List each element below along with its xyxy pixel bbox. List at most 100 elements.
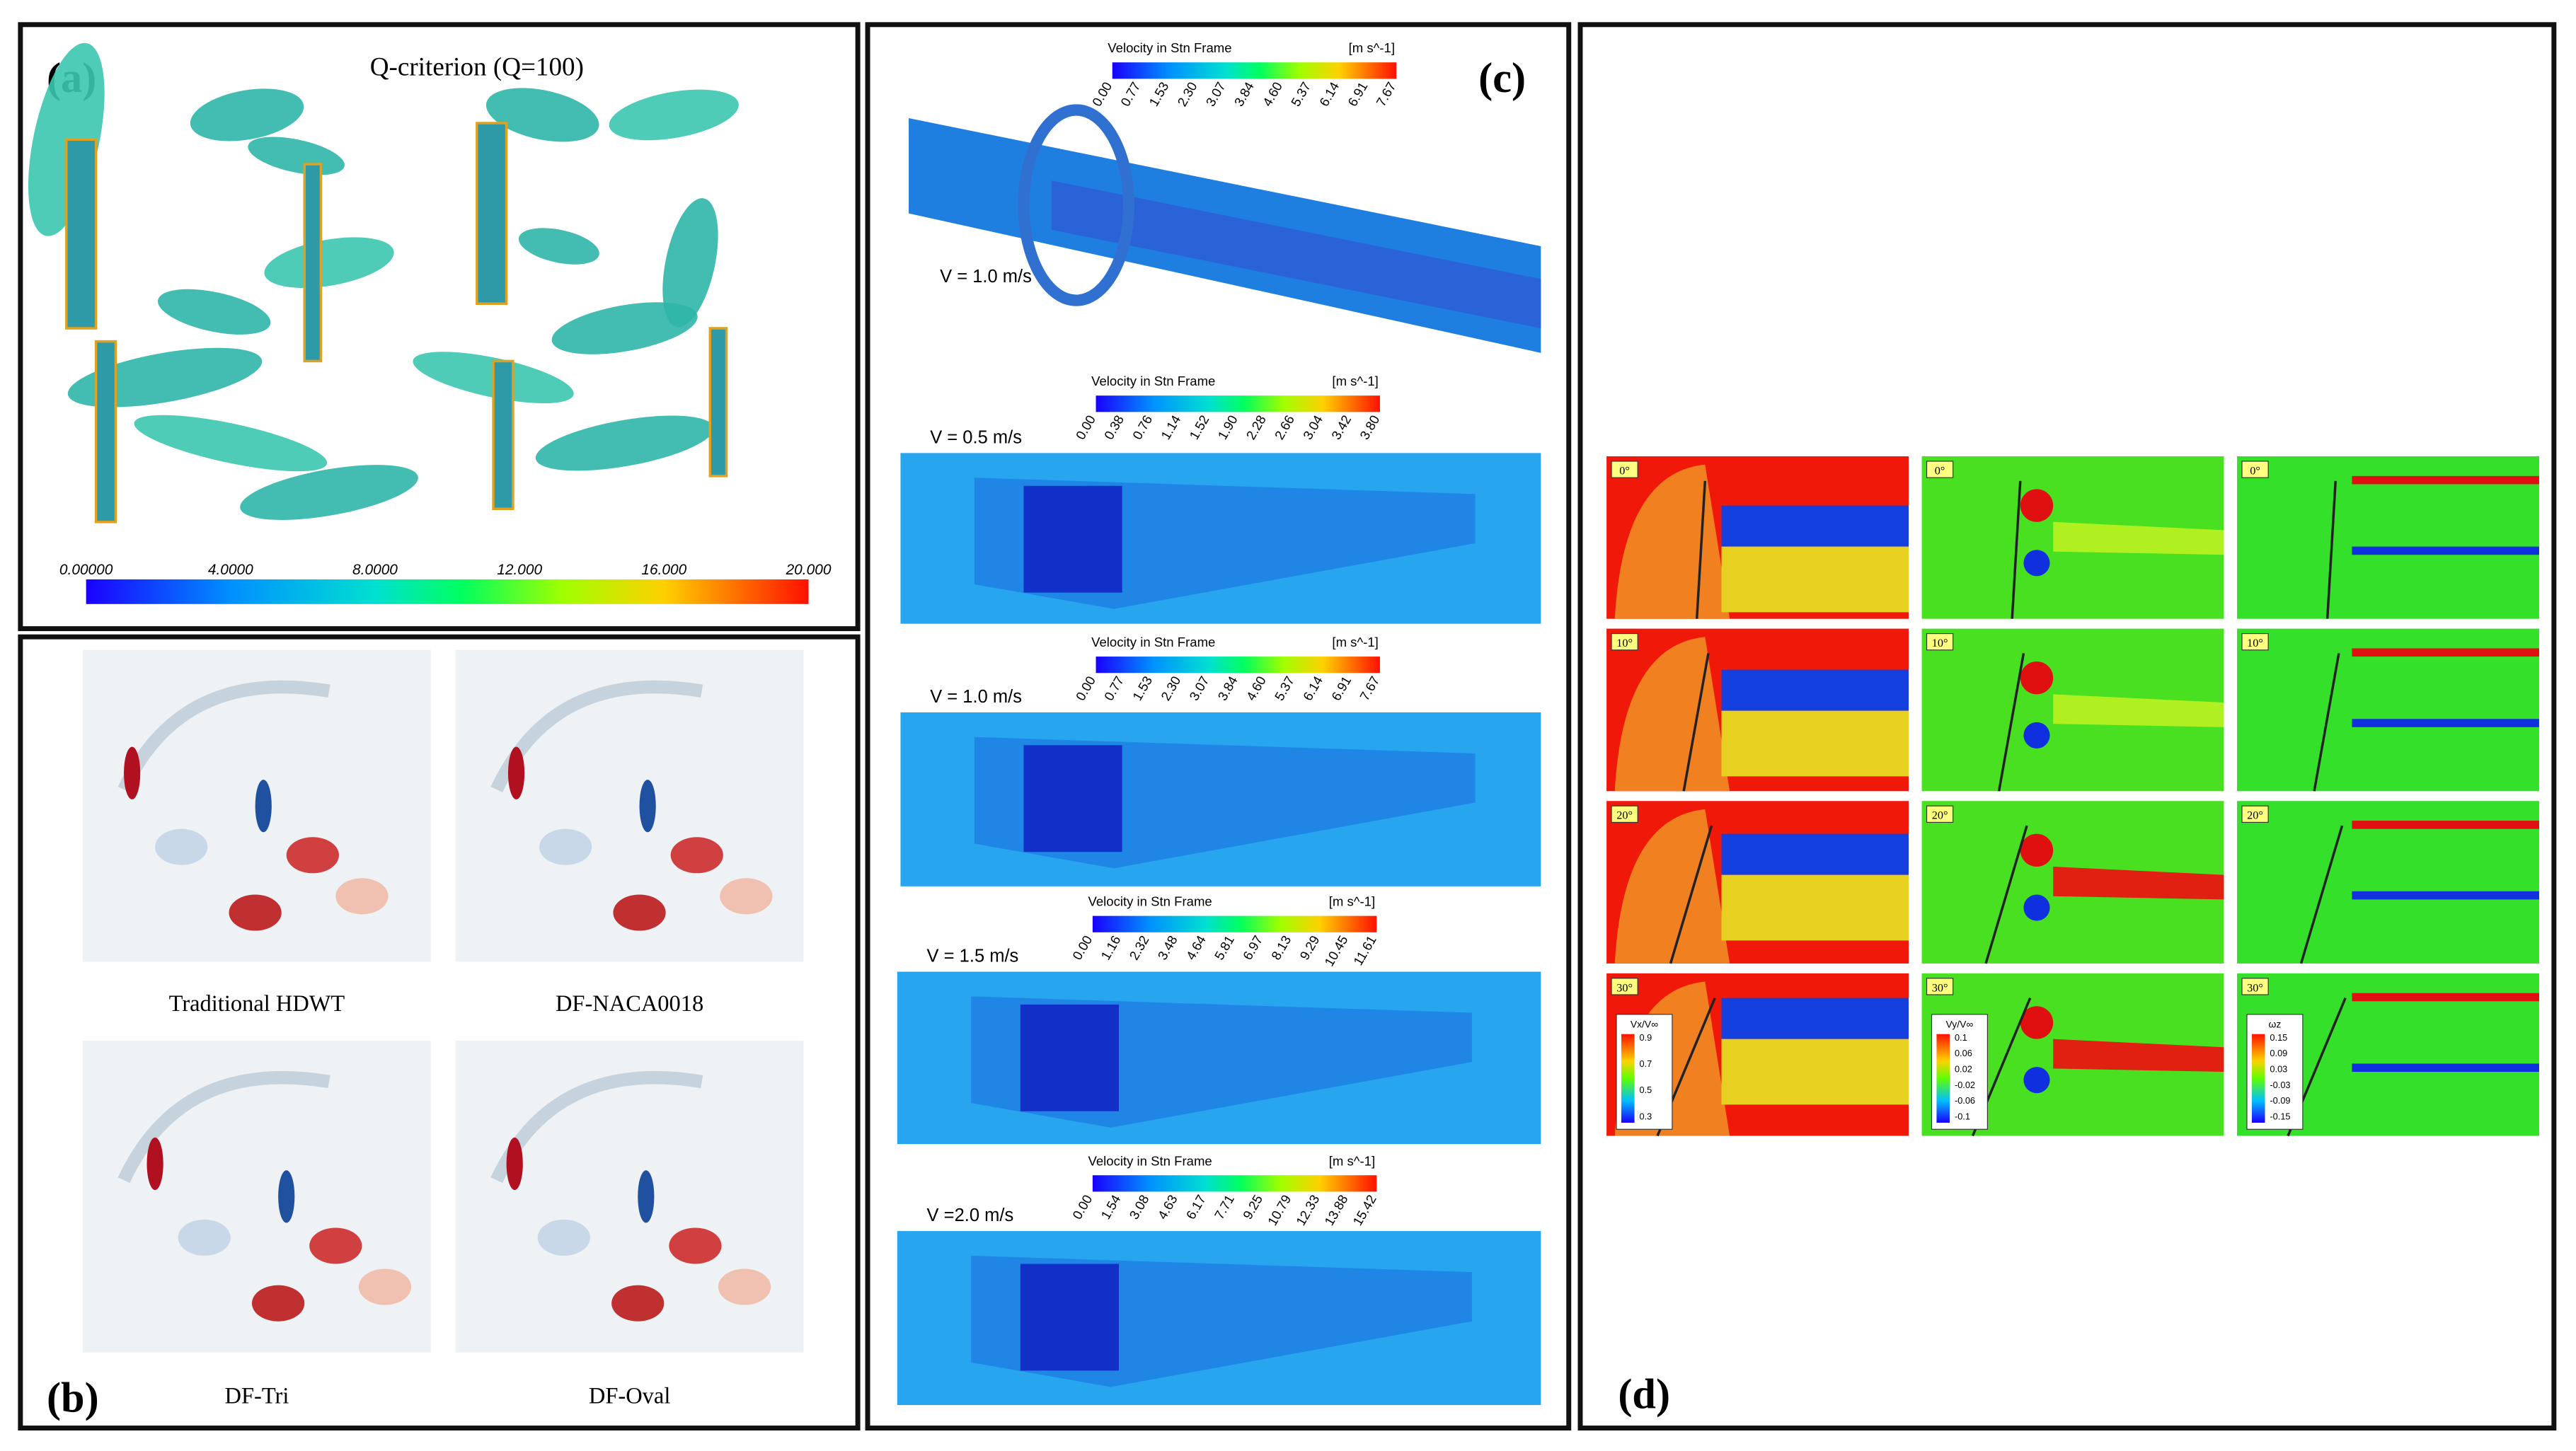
vortex-spot bbox=[2020, 833, 2054, 867]
wake-band bbox=[1721, 505, 1909, 547]
shear-layer bbox=[2352, 993, 2539, 1002]
colorbar-tick: 7.67 bbox=[1373, 79, 1398, 109]
colorbar-tick: 3.04 bbox=[1300, 412, 1326, 442]
colorbar-tick: 5.37 bbox=[1272, 674, 1297, 703]
angle-label: 0° bbox=[2250, 465, 2260, 478]
shear-layer bbox=[2352, 821, 2539, 829]
vortex-blob bbox=[309, 1227, 362, 1264]
colorbar-tick: 6.14 bbox=[1300, 674, 1326, 703]
blade bbox=[2313, 653, 2340, 792]
vortex-spot bbox=[2023, 894, 2050, 921]
colorbar-tick: 0.77 bbox=[1117, 79, 1143, 109]
vortex-blob bbox=[178, 1219, 231, 1256]
vortex-blob bbox=[506, 1137, 523, 1191]
colorbar-tick: 8.0000 bbox=[352, 562, 398, 578]
colorbar-tick: 0.3 bbox=[1640, 1111, 1652, 1121]
colorbar-tick: 7.67 bbox=[1357, 674, 1382, 703]
legend-unit: [m s^-1] bbox=[1332, 374, 1378, 388]
wake-band bbox=[2053, 521, 2224, 555]
vortex-blob bbox=[358, 1268, 412, 1305]
wake-band bbox=[1721, 669, 1909, 711]
colorbar-tick: 12.000 bbox=[497, 562, 542, 578]
colorbar-tick: 0.77 bbox=[1101, 674, 1127, 703]
contour-band bbox=[1614, 464, 1730, 619]
colorbar-tick: 15.42 bbox=[1350, 1192, 1379, 1228]
speed-label: V =2.0 m/s bbox=[927, 1206, 1014, 1225]
legend-title: ωz bbox=[2268, 1018, 2281, 1029]
blade bbox=[2299, 825, 2344, 964]
blade bbox=[1997, 653, 2025, 792]
contour-band bbox=[1614, 637, 1730, 792]
colorbar-tick: 5.37 bbox=[1288, 79, 1313, 109]
colorbar-tick: -0.06 bbox=[1955, 1095, 1975, 1106]
speed-label: V = 1.5 m/s bbox=[927, 947, 1019, 966]
colorbar-tick: 5.81 bbox=[1212, 933, 1237, 963]
colorbar bbox=[1096, 657, 1380, 674]
blade bbox=[1682, 653, 1710, 792]
wake-core bbox=[1023, 485, 1122, 593]
shear-layer bbox=[2352, 719, 2539, 727]
vortex bbox=[157, 289, 271, 335]
colorbar-tick: 0.02 bbox=[1955, 1064, 1972, 1075]
legend-title: Vy/V∞ bbox=[1946, 1018, 1974, 1029]
colorbar-tick: 0.03 bbox=[2270, 1064, 2287, 1075]
vortex bbox=[535, 415, 714, 471]
blade-wake bbox=[117, 1070, 330, 1184]
colorbar-tick: 3.80 bbox=[1357, 412, 1382, 442]
vortex-blob bbox=[251, 1285, 305, 1322]
panel-d-frame bbox=[1577, 22, 2557, 1430]
vortex-spot bbox=[2023, 550, 2050, 577]
colorbar-tick: 1.14 bbox=[1158, 412, 1183, 442]
colorbar-tick: 4.0000 bbox=[208, 562, 253, 578]
colorbar-tick: 0.7 bbox=[1640, 1058, 1652, 1069]
wake-band bbox=[2053, 1039, 2224, 1073]
colorbar bbox=[86, 579, 809, 604]
colorbar-tick: 1.53 bbox=[1129, 674, 1155, 703]
blade bbox=[2011, 480, 2022, 619]
colorbar-tick: 0.15 bbox=[2270, 1032, 2287, 1043]
vortex bbox=[609, 89, 739, 141]
vortex bbox=[264, 237, 394, 289]
colorbar bbox=[1092, 1175, 1377, 1192]
caption: DF-Oval bbox=[589, 1384, 670, 1409]
colorbar-tick: -0.1 bbox=[1955, 1111, 1970, 1121]
angle-label: 10° bbox=[2247, 637, 2263, 649]
colorbar-tick: 13.88 bbox=[1321, 1192, 1350, 1228]
vortex-blob bbox=[507, 746, 525, 799]
vortex-spot bbox=[2023, 1067, 2050, 1094]
angle-tag bbox=[1926, 978, 1954, 995]
caption: DF-NACA0018 bbox=[556, 991, 703, 1017]
colorbar-tick: 2.30 bbox=[1158, 674, 1183, 703]
wake-core bbox=[1023, 745, 1122, 852]
panel-c-frame bbox=[865, 22, 1572, 1430]
colorbar-tick: 10.45 bbox=[1321, 933, 1350, 969]
wake-band bbox=[1721, 833, 1909, 875]
angle-label: 20° bbox=[1932, 809, 1948, 822]
colorbar-tick: 9.29 bbox=[1296, 933, 1322, 963]
vortex-blob bbox=[537, 1219, 590, 1256]
colorbar-tick: 1.52 bbox=[1186, 412, 1212, 442]
shear-layer bbox=[2352, 891, 2539, 900]
angle-label: 0° bbox=[1935, 465, 1945, 478]
wake-band bbox=[2053, 694, 2224, 727]
colorbar-tick: 3.07 bbox=[1203, 79, 1229, 109]
angle-tag bbox=[1611, 978, 1638, 995]
vortex-spot bbox=[2023, 722, 2050, 748]
colorbar-tick: 0.5 bbox=[1640, 1085, 1652, 1095]
caption: DF-Tri bbox=[225, 1384, 289, 1409]
vortex-spot bbox=[2020, 1006, 2054, 1039]
vortex-blob bbox=[670, 837, 723, 874]
legend-unit: [m s^-1] bbox=[1349, 40, 1395, 55]
wake-band bbox=[2053, 867, 2224, 900]
colorbar-tick: 3.48 bbox=[1155, 933, 1180, 963]
colorbar-tick: 8.13 bbox=[1268, 933, 1294, 963]
colorbar-tick: 6.91 bbox=[1328, 674, 1354, 703]
colorbar bbox=[1936, 1034, 1950, 1123]
panel-title: Q-criterion (Q=100) bbox=[370, 53, 584, 82]
angle-label: 10° bbox=[1616, 637, 1633, 649]
colorbar-tick: 0.38 bbox=[1101, 412, 1127, 442]
speed-label: V = 1.0 m/s bbox=[930, 687, 1022, 707]
legend-title: Velocity in Stn Frame bbox=[1088, 1153, 1212, 1168]
legend-title: Velocity in Stn Frame bbox=[1091, 635, 1215, 649]
